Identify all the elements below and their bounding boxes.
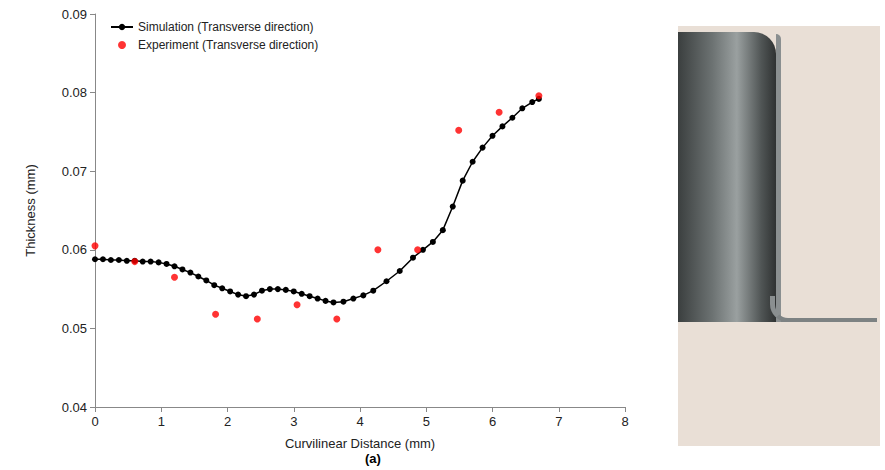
svg-text:0: 0 <box>91 414 98 429</box>
svg-text:1: 1 <box>158 414 165 429</box>
svg-text:3: 3 <box>290 414 297 429</box>
svg-text:5: 5 <box>423 414 430 429</box>
svg-text:2: 2 <box>224 414 231 429</box>
svg-text:0.06: 0.06 <box>62 242 87 257</box>
svg-text:Thickness (mm): Thickness (mm) <box>23 164 38 256</box>
svg-text:0.09: 0.09 <box>62 7 87 22</box>
svg-text:0.08: 0.08 <box>62 85 87 100</box>
svg-text:4: 4 <box>356 414 363 429</box>
svg-text:Simulation (Transverse directi: Simulation (Transverse direction) <box>138 20 314 34</box>
svg-text:0.07: 0.07 <box>62 164 87 179</box>
svg-text:8: 8 <box>621 414 628 429</box>
svg-text:0.04: 0.04 <box>62 400 87 415</box>
svg-text:0.05: 0.05 <box>62 321 87 336</box>
svg-text:6: 6 <box>489 414 496 429</box>
svg-text:(a): (a) <box>365 451 381 466</box>
svg-text:Experiment (Transverse directi: Experiment (Transverse direction) <box>138 38 318 52</box>
svg-text:Curvilinear Distance (mm): Curvilinear Distance (mm) <box>285 436 435 451</box>
svg-text:7: 7 <box>555 414 562 429</box>
